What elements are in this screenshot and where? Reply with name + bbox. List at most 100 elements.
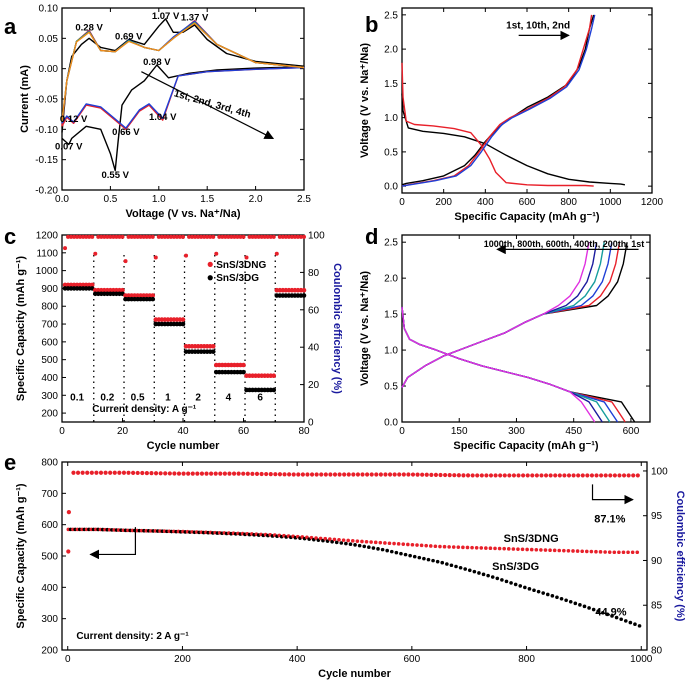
y-tick-label: 1100 (36, 248, 58, 259)
capacity-point-3dng (332, 537, 337, 542)
y2-tick-label: 40 (308, 343, 320, 354)
peak-label: 0.12 V (60, 114, 88, 125)
capacity-point-3dg (376, 547, 380, 551)
ce-point (66, 510, 71, 515)
capacity-point-3dng (607, 550, 612, 554)
capacity-point-3dg (180, 321, 186, 327)
y-tick-label: 900 (41, 284, 58, 295)
ce-point (271, 234, 276, 239)
ce-point (548, 473, 553, 478)
ce-point (217, 234, 222, 239)
capacity-point-3dg (545, 592, 550, 597)
ce-point (229, 234, 234, 239)
capacity-axis-arrow (89, 527, 137, 560)
ce-point (268, 472, 273, 477)
capacity-point-3dg (568, 600, 573, 604)
capacity-point-3dng (328, 537, 332, 541)
ce-point (507, 473, 512, 478)
capacity-point-3dng (360, 539, 364, 544)
ce-point (493, 473, 498, 478)
ce-point (406, 472, 411, 477)
ce-point (300, 472, 305, 477)
y2-tick-label: 95 (651, 511, 663, 522)
gcd-curve-2nd (401, 62, 594, 187)
capacity-point-3dg (339, 541, 344, 545)
ce-point (295, 234, 300, 239)
capacity-point-3dng (346, 538, 350, 543)
ce-point (193, 234, 198, 239)
ce-point (196, 234, 201, 239)
capacity-point-3dg (536, 589, 541, 594)
capacity-point-3dg (559, 597, 564, 601)
y-tick-label: 400 (41, 583, 58, 594)
y2-tick-label: 20 (308, 380, 320, 391)
ce-point (208, 234, 213, 239)
ce-point (424, 472, 429, 477)
capacity-point-3dng (451, 545, 456, 549)
x-tick-label: 0 (59, 426, 65, 437)
capacity-point-3dng (484, 546, 488, 550)
y-tick-label: 0.05 (39, 34, 59, 45)
ce-point (131, 470, 136, 475)
ce-point (612, 473, 617, 478)
ce-point (355, 472, 361, 477)
capacity-point-3dng (369, 540, 373, 544)
x-tick-label: 800 (518, 654, 535, 665)
cycle-arrow (141, 71, 275, 139)
ce-point (205, 234, 210, 239)
retention-label-3dng: 87.1% (594, 513, 625, 525)
ce-point (176, 471, 182, 476)
ce-point (147, 234, 152, 239)
ce-point (479, 473, 484, 478)
ce-point (387, 472, 393, 477)
y-tick-label: 2.5 (384, 10, 398, 21)
capacity-point-3dng (447, 545, 451, 549)
charge-curve-600th (401, 242, 605, 388)
ce-point (159, 234, 164, 239)
ce-point (589, 473, 595, 478)
charge-curve-800th (401, 242, 598, 388)
capacity-point-3dng (589, 549, 594, 554)
capacity-point-3dng (493, 546, 497, 551)
ce-point (126, 234, 131, 239)
y-tick-label: 2.0 (384, 45, 398, 56)
y-tick-label: 500 (41, 355, 58, 366)
ce-point (621, 473, 627, 478)
ce-point (566, 473, 572, 478)
x-axis-label: Voltage (V vs. Na⁺/Na) (125, 208, 240, 220)
charge-curve-400th (401, 242, 613, 388)
ce-point (374, 472, 379, 477)
ce-point (80, 470, 85, 475)
capacity-point-3dng (415, 543, 419, 547)
peak-label: 0.55 V (102, 170, 130, 181)
ce-point (470, 473, 475, 478)
capacity-point-3dg (582, 604, 587, 609)
gcd-curve-10th-charge (401, 14, 596, 187)
capacity-point-3dng (373, 540, 378, 545)
capacity-point-3dng (383, 541, 387, 545)
capacity-point-3dng (364, 539, 369, 544)
ce-point (99, 234, 104, 239)
capacity-point-3dg (344, 541, 348, 546)
y2-axis-label: Coulombic efficiency (%) (331, 263, 343, 394)
ce-point (287, 472, 292, 477)
x-tick-label: 1000 (630, 654, 653, 665)
capacity-point-3dg (449, 563, 454, 568)
gcd-curve-2nd-charge (401, 14, 593, 187)
ce-point (105, 234, 110, 239)
ce-point (571, 473, 576, 478)
ce-point (117, 234, 122, 239)
capacity-point-3dng (465, 545, 470, 550)
y-tick-label: 0.5 (384, 382, 398, 393)
ce-point-first (66, 549, 71, 554)
y-tick-label: 1200 (36, 231, 59, 242)
ce-point (144, 470, 149, 476)
ce-point (102, 234, 107, 239)
y-tick-label: 1000 (36, 266, 59, 277)
ce-point (220, 234, 225, 239)
ce-point (150, 234, 155, 239)
current-density-label: Current density: A g⁻¹ (92, 404, 197, 415)
ce-axis-arrow (591, 484, 634, 505)
ce-point (420, 472, 425, 477)
